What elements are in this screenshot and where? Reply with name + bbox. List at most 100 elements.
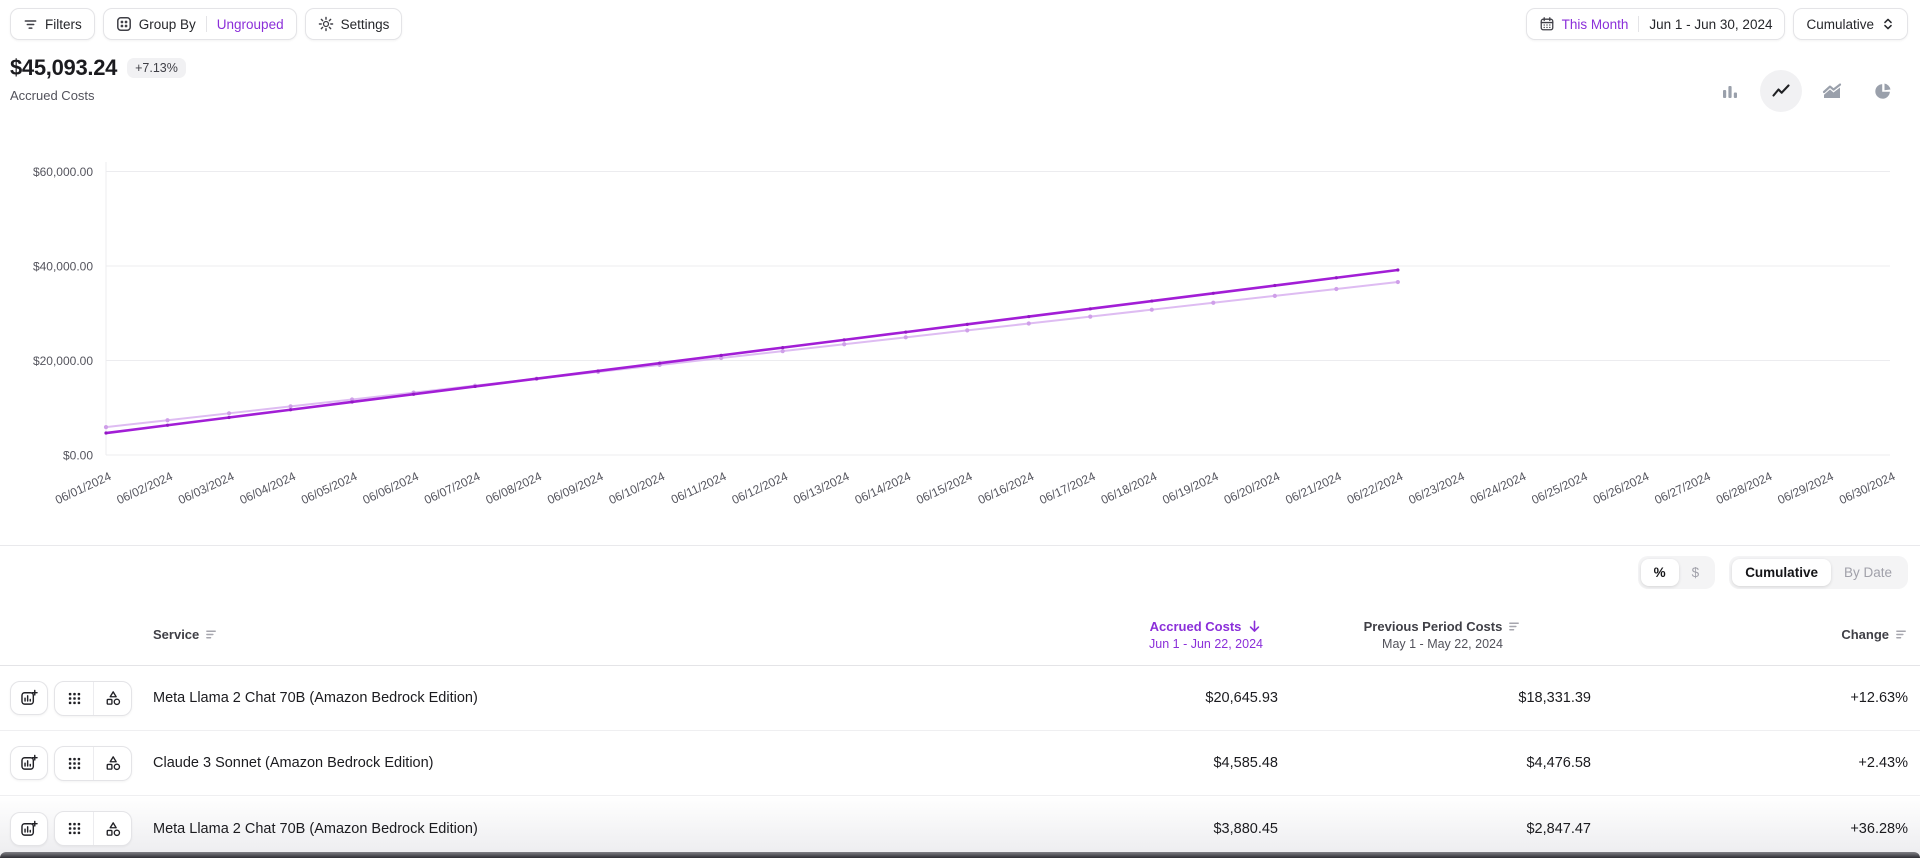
svg-text:06/03/2024: 06/03/2024	[176, 469, 237, 507]
section-divider	[0, 545, 1920, 546]
table-header-row: Service Accrued Costs Jun 1 - Jun 22, 20…	[0, 604, 1920, 666]
settings-label: Settings	[340, 16, 390, 32]
by-date-toggle-button[interactable]: By Date	[1831, 559, 1905, 586]
granularity-value: Cumulative	[1806, 16, 1874, 32]
col-service-label: Service	[153, 627, 200, 642]
row-view-toggle	[54, 811, 132, 846]
svg-text:06/11/2024: 06/11/2024	[669, 469, 729, 507]
svg-text:06/14/2024: 06/14/2024	[853, 469, 914, 507]
svg-text:$0.00: $0.00	[63, 449, 93, 463]
col-change-label: Change	[1841, 627, 1889, 642]
service-name[interactable]: Meta Llama 2 Chat 70B (Amazon Bedrock Ed…	[153, 690, 478, 706]
group-by-icon	[116, 16, 132, 32]
line-chart-icon[interactable]	[1760, 70, 1802, 112]
accrued-cost-value: $4,585.48	[1213, 755, 1278, 771]
bar-chart-icon[interactable]	[1709, 70, 1751, 112]
divider	[205, 16, 207, 32]
sort-icon	[1508, 620, 1521, 633]
change-badge: +7.13%	[127, 58, 186, 78]
change-value: +36.28%	[1850, 820, 1908, 837]
group-by-button[interactable]: Group By Ungrouped	[102, 8, 297, 40]
chart-type-switcher	[1709, 70, 1904, 112]
svg-text:06/22/2024: 06/22/2024	[1345, 469, 1406, 507]
svg-text:06/04/2024: 06/04/2024	[237, 469, 298, 507]
table-row: Claude 3 Sonnet (Amazon Bedrock Edition)…	[0, 731, 1920, 796]
summary: $45,093.24 +7.13% Accrued Costs	[10, 55, 186, 103]
unit-toggle: % $	[1637, 556, 1716, 589]
svg-text:06/28/2024: 06/28/2024	[1714, 469, 1775, 507]
service-name[interactable]: Claude 3 Sonnet (Amazon Bedrock Edition)	[153, 755, 434, 771]
table-body: Meta Llama 2 Chat 70B (Amazon Bedrock Ed…	[0, 666, 1920, 858]
svg-text:06/02/2024: 06/02/2024	[114, 469, 175, 507]
grid-3x3-icon[interactable]	[55, 812, 93, 845]
svg-text:$20,000.00: $20,000.00	[33, 354, 93, 368]
toolbar-left: Filters Group By Ungrouped Settings	[10, 8, 403, 40]
cumulative-toggle-button[interactable]: Cumulative	[1732, 559, 1831, 586]
accrued-cost-value: $3,880.45	[1213, 820, 1278, 837]
granularity-select[interactable]: Cumulative	[1793, 8, 1908, 40]
svg-text:06/21/2024: 06/21/2024	[1283, 469, 1344, 507]
dollar-toggle-button[interactable]: $	[1679, 559, 1713, 586]
grid-3x3-icon[interactable]	[55, 682, 93, 715]
table-row: Meta Llama 2 Chat 70B (Amazon Bedrock Ed…	[0, 796, 1920, 858]
group-by-label: Group By	[138, 16, 196, 32]
svg-text:$40,000.00: $40,000.00	[33, 260, 93, 274]
select-up-down-icon	[1881, 17, 1895, 31]
toolbar: Filters Group By Ungrouped Settings This…	[10, 8, 1908, 40]
col-previous-header[interactable]: Previous Period Costs May 1 - May 22, 20…	[1364, 619, 1522, 651]
add-chart-icon[interactable]	[10, 746, 48, 780]
col-service-header[interactable]: Service	[150, 627, 218, 642]
svg-text:06/19/2024: 06/19/2024	[1160, 469, 1221, 507]
add-chart-icon[interactable]	[10, 811, 48, 846]
grid-3x3-icon[interactable]	[55, 747, 93, 780]
sort-desc-arrow-icon	[1247, 619, 1262, 634]
costs-table: Service Accrued Costs Jun 1 - Jun 22, 20…	[0, 604, 1920, 858]
svg-text:06/26/2024: 06/26/2024	[1591, 469, 1652, 507]
col-accrued-header[interactable]: Accrued Costs Jun 1 - Jun 22, 2024	[1149, 619, 1285, 651]
shapes-icon[interactable]	[93, 812, 131, 845]
col-change-header[interactable]: Change	[1841, 627, 1920, 642]
row-view-toggle	[54, 745, 132, 781]
pie-chart-icon[interactable]	[1862, 70, 1904, 112]
filters-button[interactable]: Filters	[10, 8, 95, 40]
svg-text:06/17/2024: 06/17/2024	[1037, 469, 1098, 507]
date-range-button[interactable]: This Month Jun 1 - Jun 30, 2024	[1525, 8, 1786, 40]
total-cost-value: $45,093.24	[10, 55, 118, 80]
row-actions	[0, 680, 150, 716]
shapes-icon[interactable]	[93, 746, 131, 780]
svg-text:06/07/2024: 06/07/2024	[422, 469, 483, 507]
svg-text:06/24/2024: 06/24/2024	[1468, 469, 1529, 507]
settings-button[interactable]: Settings	[304, 8, 403, 40]
toolbar-right: This Month Jun 1 - Jun 30, 2024 Cumulati…	[1525, 8, 1908, 40]
percent-toggle-button[interactable]: %	[1640, 559, 1679, 586]
previous-cost-value: $4,476.58	[1526, 755, 1591, 771]
previous-cost-value: $2,847.47	[1526, 820, 1591, 837]
area-chart-icon[interactable]	[1811, 70, 1853, 112]
svg-text:06/15/2024: 06/15/2024	[914, 469, 975, 507]
divider	[1638, 16, 1640, 32]
accrued-cost-value: $20,645.93	[1205, 690, 1278, 706]
svg-text:06/01/2024: 06/01/2024	[53, 469, 114, 507]
row-view-toggle	[54, 680, 132, 716]
add-chart-icon[interactable]	[10, 681, 48, 715]
change-value: +2.43%	[1858, 755, 1908, 771]
gear-icon	[318, 16, 334, 32]
svg-text:06/09/2024: 06/09/2024	[545, 469, 606, 507]
cost-line-chart[interactable]: $0.00 $20,000.00 $40,000.00 $60,000.00 06/01…	[0, 130, 1920, 530]
svg-text:06/16/2024: 06/16/2024	[976, 469, 1037, 507]
summary-label: Accrued Costs	[10, 88, 95, 103]
table-row: Meta Llama 2 Chat 70B (Amazon Bedrock Ed…	[0, 666, 1920, 731]
col-previous-sublabel: May 1 - May 22, 2024	[1382, 636, 1503, 651]
shapes-icon[interactable]	[93, 681, 131, 715]
sort-icon	[205, 628, 218, 641]
svg-text:$60,000.00: $60,000.00	[33, 165, 93, 179]
previous-cost-value: $18,331.39	[1518, 690, 1591, 706]
svg-text:06/10/2024: 06/10/2024	[607, 469, 668, 507]
filter-icon	[23, 17, 38, 32]
svg-text:06/23/2024: 06/23/2024	[1406, 469, 1467, 507]
service-name[interactable]: Meta Llama 2 Chat 70B (Amazon Bedrock Ed…	[153, 820, 478, 837]
svg-text:06/08/2024: 06/08/2024	[484, 469, 545, 507]
col-accrued-sublabel: Jun 1 - Jun 22, 2024	[1149, 636, 1263, 651]
date-range-value: Jun 1 - Jun 30, 2024	[1649, 16, 1773, 32]
svg-text:06/20/2024: 06/20/2024	[1222, 469, 1283, 507]
